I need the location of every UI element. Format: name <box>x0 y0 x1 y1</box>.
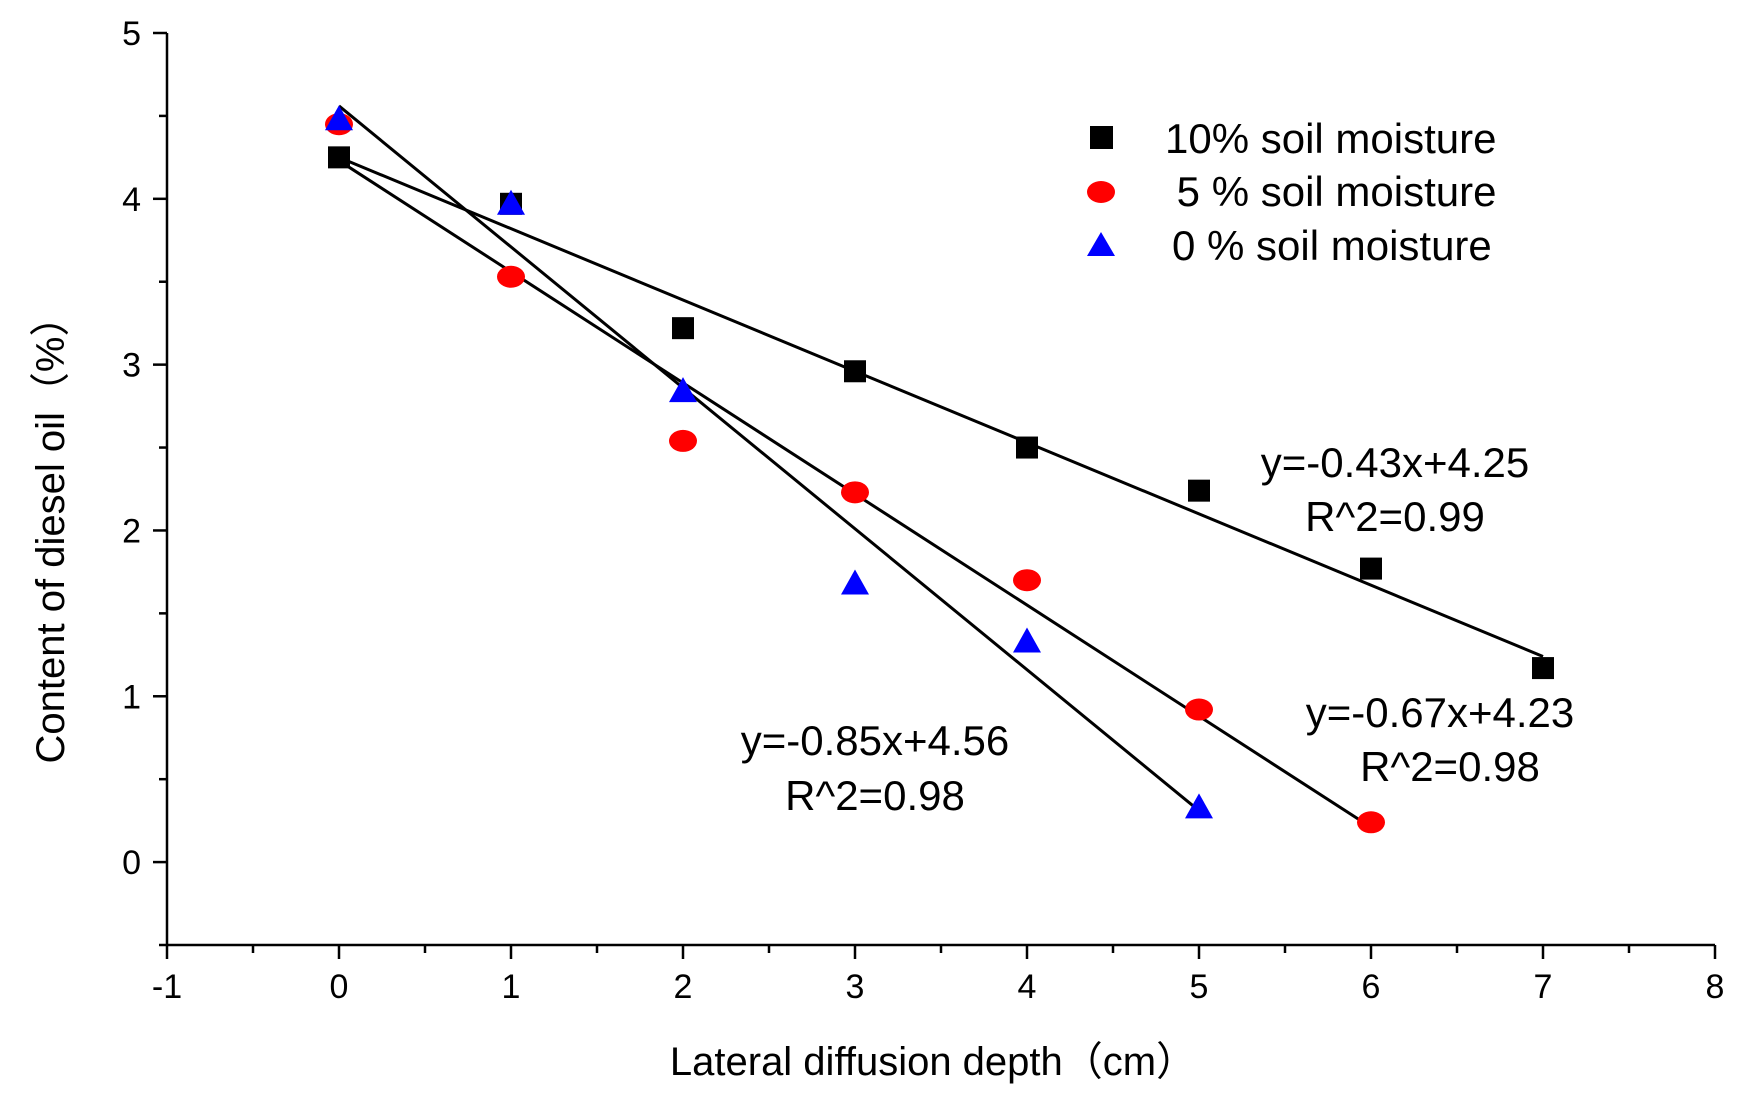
legend-marker-square <box>1090 126 1113 149</box>
data-point-square <box>1016 436 1038 459</box>
y-tick-label: 1 <box>122 678 141 716</box>
data-point-triangle <box>841 569 869 595</box>
x-tick-label: 0 <box>330 968 349 1006</box>
data-point-square <box>672 317 694 340</box>
data-point-triangle <box>1013 627 1041 653</box>
fit-line-series-2 <box>338 104 1200 812</box>
data-point-triangle <box>325 105 353 131</box>
data-point-circle <box>497 265 525 288</box>
x-tick-label: 4 <box>1018 968 1037 1006</box>
y-tick-label: 0 <box>122 844 141 882</box>
y-axis-title: Content of diesel oil（%） <box>29 297 73 764</box>
data-point-triangle <box>669 377 697 403</box>
equation-5-percent: y=-0.67x+4.23 <box>1306 689 1575 736</box>
legend-marker-circle <box>1087 181 1115 203</box>
data-point-square <box>1360 557 1382 580</box>
x-tick-label: 1 <box>502 968 521 1006</box>
equation-0-percent: y=-0.85x+4.56 <box>741 717 1010 764</box>
fit-line-series-0 <box>338 155 1544 658</box>
legend-marker-triangle <box>1087 232 1115 256</box>
data-markers <box>325 105 1554 834</box>
data-point-circle <box>1357 811 1385 834</box>
ticks: -1 0 1 2 3 4 5 6 7 8 0 1 2 3 4 5 <box>122 15 1724 1006</box>
data-point-circle <box>841 481 869 504</box>
legend: 10% soil moisture 5 % soil moisture 0 % … <box>1087 115 1496 269</box>
data-point-triangle <box>497 189 525 215</box>
data-point-circle <box>669 429 697 452</box>
y-tick-label: 2 <box>122 512 141 550</box>
data-point-square <box>844 360 866 383</box>
fit-equations: y=-0.43x+4.25 R^2=0.99 y=-0.67x+4.23 R^2… <box>741 439 1575 819</box>
r2-10-percent: R^2=0.99 <box>1305 493 1485 540</box>
r2-0-percent: R^2=0.98 <box>785 772 965 819</box>
equation-10-percent: y=-0.43x+4.25 <box>1261 439 1530 486</box>
x-tick-label: -1 <box>152 968 182 1006</box>
data-point-square <box>328 146 350 169</box>
x-tick-label: 2 <box>674 968 693 1006</box>
data-point-circle <box>1185 698 1213 721</box>
x-tick-label: 5 <box>1190 968 1209 1006</box>
r2-5-percent: R^2=0.98 <box>1360 743 1540 790</box>
y-tick-label: 4 <box>122 181 141 219</box>
legend-label-0-percent: 0 % soil moisture <box>1172 222 1492 269</box>
y-tick-label: 3 <box>122 347 141 385</box>
data-point-circle <box>1013 569 1041 592</box>
legend-label-5-percent: 5 % soil moisture <box>1165 168 1496 215</box>
data-point-square <box>1188 479 1210 502</box>
x-tick-label: 3 <box>846 968 865 1006</box>
y-tick-label: 5 <box>122 15 141 53</box>
x-tick-label: 6 <box>1362 968 1381 1006</box>
data-point-triangle <box>1185 793 1213 819</box>
legend-label-10-percent: 10% soil moisture <box>1165 115 1496 162</box>
x-tick-label: 7 <box>1534 968 1553 1006</box>
data-point-square <box>1532 657 1554 680</box>
x-axis-title: Lateral diffusion depth（cm） <box>670 1040 1196 1084</box>
x-tick-label: 8 <box>1706 968 1725 1006</box>
